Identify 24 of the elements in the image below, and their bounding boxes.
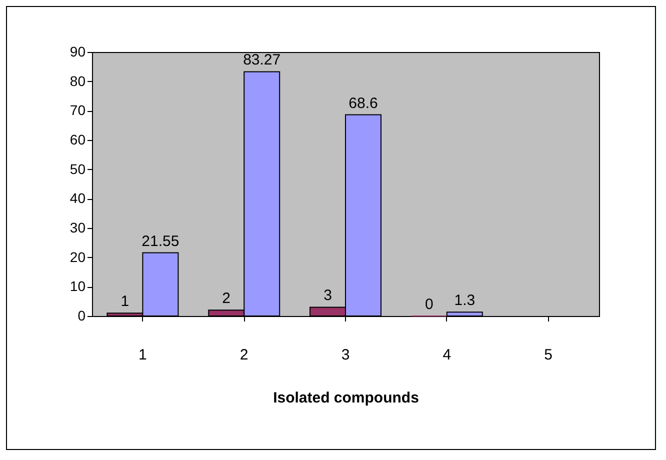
data-label: 1.3 [454, 292, 476, 310]
y-tick-label: 90 [70, 44, 86, 60]
x-axis-title: Isolated compounds [273, 390, 419, 406]
y-tick-label: 40 [70, 190, 86, 206]
data-label: 1 [120, 293, 130, 310]
y-tick-label: 60 [70, 132, 86, 148]
x-tick-label: 1 [138, 346, 147, 364]
data-label: 68.6 [348, 94, 378, 112]
data-label: 21.55 [142, 232, 180, 250]
y-tick-label: 70 [70, 102, 86, 118]
y-tick-label: 30 [70, 220, 86, 236]
y-tick-label: 0 [78, 308, 86, 324]
x-tick-label: 3 [341, 346, 350, 364]
y-tick-label: 50 [70, 160, 86, 177]
y-tick-label: 80 [70, 72, 86, 89]
x-tick-label: 5 [544, 346, 552, 364]
x-tick-label: 2 [240, 346, 248, 364]
data-label: 2 [222, 290, 231, 308]
data-label: 83.27 [243, 52, 281, 69]
x-tick-label: 4 [442, 346, 452, 364]
y-tick-label: 20 [70, 248, 86, 265]
data-label: 0 [424, 296, 434, 313]
data-label: 3 [324, 287, 332, 304]
y-tick-label: 10 [70, 278, 86, 294]
